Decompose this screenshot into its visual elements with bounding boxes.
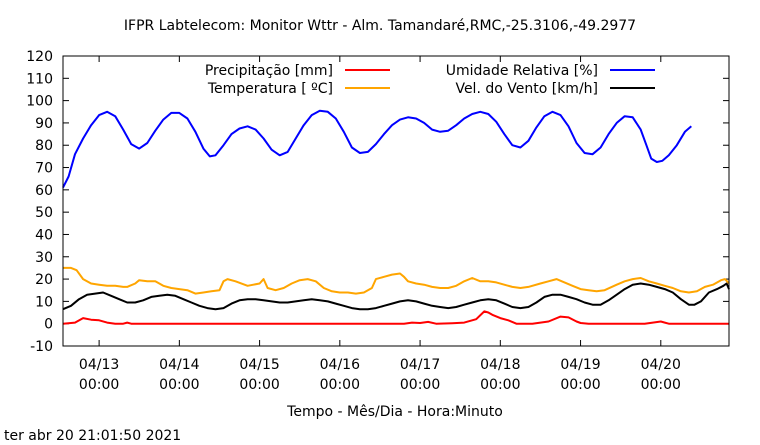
legend-label: Temperatura [ ºC] — [207, 81, 333, 97]
series-line-1 — [63, 266, 730, 295]
x-axis-ticks: 04/13 00:00 04/14 00:00 04/15 00:00 04/16 00:00… — [79, 56, 681, 393]
y-tick-label: -10 — [30, 339, 53, 355]
x-tick-time-label: 00:00 — [79, 377, 119, 393]
x-axis-label: Tempo - Mês/Dia - Hora:Minuto — [286, 404, 503, 420]
x-tick-time-label: 00:00 — [400, 377, 440, 393]
y-tick-label: 110 — [26, 71, 53, 87]
y-tick-label: 100 — [26, 94, 53, 110]
y-tick-label: 40 — [35, 227, 53, 243]
x-tick-date-label: 04/13 — [79, 357, 119, 373]
series-lines — [62, 109, 730, 325]
y-tick-label: 10 — [35, 294, 53, 310]
x-tick-time-label: 00:00 — [159, 377, 199, 393]
chart-legend: Precipitação [mm] Temperatura [ ºC] Umidad… — [205, 63, 655, 97]
x-tick-time-label: 00:00 — [480, 377, 520, 393]
series-line-0 — [62, 310, 729, 325]
timestamp-label: ter abr 20 21:01:50 2021 — [4, 428, 181, 444]
x-tick-date-label: 04/15 — [239, 357, 279, 373]
y-tick-label: 20 — [35, 272, 53, 288]
x-tick-date-label: 04/16 — [320, 357, 360, 373]
x-tick-date-label: 04/14 — [159, 357, 199, 373]
plot-frame — [62, 55, 730, 347]
chart-title: IFPR Labtelecom: Monitor Wttr - Alm. Tam… — [124, 18, 636, 34]
x-tick-time-label: 00:00 — [320, 377, 360, 393]
y-tick-label: 120 — [26, 49, 53, 65]
x-tick-date-label: 04/18 — [480, 357, 520, 373]
x-tick-time-label: 00:00 — [560, 377, 600, 393]
y-tick-label: 70 — [35, 161, 53, 177]
y-axis-ticks: -10 0 10 20 30 40 50 60 70 80 90 100 110 120 — [26, 49, 729, 355]
x-tick-time-label: 00:00 — [641, 377, 681, 393]
legend-label: Vel. do Vento [km/h] — [455, 81, 598, 97]
legend-label: Umidade Relativa [%] — [446, 63, 598, 79]
legend-label: Precipitação [mm] — [205, 63, 333, 79]
series-line-3 — [62, 282, 730, 311]
y-tick-label: 60 — [35, 183, 53, 199]
x-tick-time-label: 00:00 — [239, 377, 279, 393]
y-tick-label: 50 — [35, 205, 53, 221]
y-tick-label: 80 — [35, 138, 53, 154]
series-line-2 — [62, 109, 692, 189]
y-tick-label: 30 — [35, 250, 53, 266]
y-tick-label: 90 — [35, 116, 53, 132]
y-tick-label: 0 — [44, 317, 53, 333]
x-tick-date-label: 04/17 — [400, 357, 440, 373]
x-tick-date-label: 04/20 — [641, 357, 681, 373]
x-tick-date-label: 04/19 — [560, 357, 600, 373]
